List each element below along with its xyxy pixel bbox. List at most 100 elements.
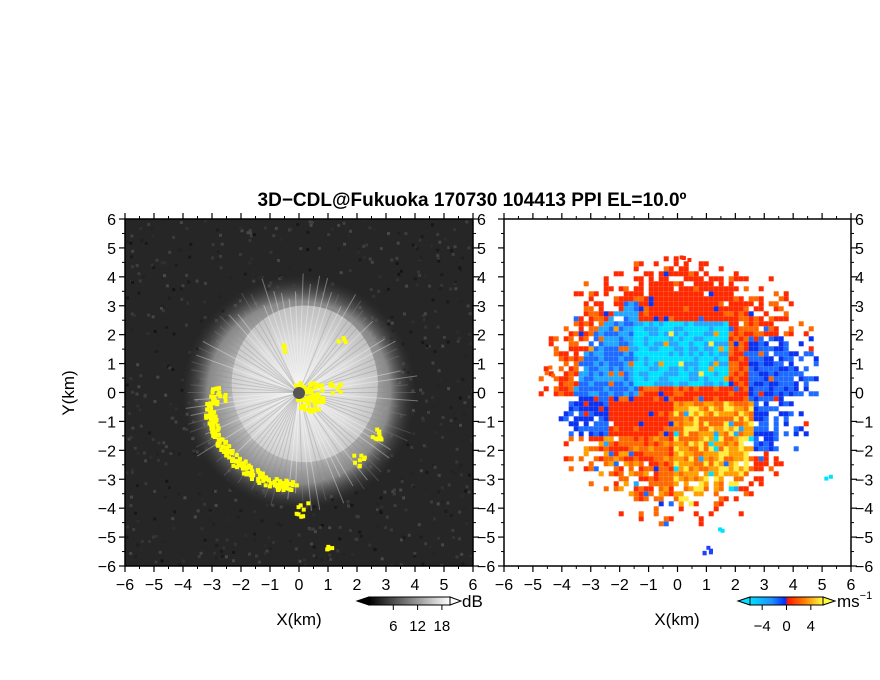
highlight-pixel [294,483,299,488]
y-tick-label: 3 [107,299,116,316]
highlight-pixel [263,475,268,480]
velocity-pixel [698,366,704,372]
velocity-pixel [603,366,609,372]
velocity-pixel [733,351,739,357]
velocity-pixel [693,471,699,477]
velocity-pixel [613,311,619,317]
velocity-pixel [678,341,684,347]
velocity-pixel [583,281,589,287]
velocity-pixel [618,436,624,442]
velocity-pixel [763,381,769,387]
velocity-pixel [753,406,759,412]
noise-pixel [184,323,188,327]
highlight-pixel [377,433,382,438]
velocity-pixel [613,451,619,457]
velocity-pixel [598,326,604,332]
velocity-pixel [578,361,584,367]
velocity-pixel [658,436,664,442]
velocity-pixel [753,331,759,337]
velocity-pixel [633,301,639,307]
velocity-pixel [673,371,679,377]
noise-pixel [447,246,451,250]
highlight-pixel [293,383,298,388]
noise-pixel [418,255,422,259]
velocity-pixel [743,351,749,357]
noise-pixel [358,530,362,534]
velocity-pixel [748,466,754,472]
velocity-pixel [758,421,764,427]
velocity-pixel [588,411,594,417]
velocity-pixel [713,501,719,507]
velocity-pixel [658,481,664,487]
velocity-pixel [748,326,754,332]
noise-pixel [460,552,464,556]
velocity-pixel [593,346,599,352]
highlight-pixel [218,394,223,399]
noise-pixel [404,232,408,236]
velocity-pixel [728,486,734,492]
velocity-pixel [723,396,729,402]
noise-pixel [130,312,134,316]
highlight-pixel [208,417,213,422]
velocity-pixel [698,311,704,317]
velocity-pixel [558,386,564,392]
noise-pixel [251,272,255,276]
velocity-pixel [653,301,659,307]
highlight-pixel [359,453,364,458]
highlight-pixel [211,433,216,438]
highlight-pixel [379,437,384,442]
noise-pixel [143,394,147,398]
noise-pixel [433,465,437,469]
velocity-pixel [628,471,634,477]
velocity-pixel [603,421,609,427]
highlight-pixel [306,388,311,393]
velocity-pixel [663,436,669,442]
velocity-pixel [703,366,709,372]
noise-pixel [265,503,269,507]
velocity-pixel [753,386,759,392]
highlight-pixel [208,404,213,409]
velocity-pixel [578,411,584,417]
velocity-field-layer [538,255,833,556]
noise-pixel [347,504,351,508]
velocity-pixel [643,401,649,407]
noise-pixel [131,471,135,475]
velocity-pixel [618,286,624,292]
velocity-pixel [628,311,634,317]
highlight-pixel [223,445,228,450]
velocity-pixel [723,461,729,467]
noise-pixel [455,460,459,464]
highlight-pixel [296,512,301,517]
velocity-pixel [628,446,634,452]
velocity-pixel [683,421,689,427]
velocity-pixel [688,451,694,457]
velocity-pixel [648,491,654,497]
noise-pixel [432,552,436,556]
velocity-pixel [608,436,614,442]
velocity-pixel [608,341,614,347]
velocity-pixel [718,366,724,372]
beam-ray [298,375,418,393]
velocity-pixel [703,401,709,407]
velocity-pixel [733,336,739,342]
velocity-pixel [698,416,704,422]
velocity-pixel [608,411,614,417]
velocity-pixel [578,426,584,432]
highlight-pixel [217,390,222,395]
velocity-pixel [743,371,749,377]
velocity-pixel [633,441,639,447]
velocity-pixel [713,436,719,442]
velocity-pixel [773,376,779,382]
noise-pixel [308,220,312,224]
velocity-pixel [643,396,649,402]
noise-pixel [402,536,406,540]
velocity-pixel [693,391,699,397]
velocity-pixel [643,316,649,322]
velocity-pixel [653,291,659,297]
velocity-pixel [628,461,634,467]
velocity-pixel [623,386,629,392]
noise-pixel [174,263,178,267]
velocity-pixel [628,331,634,337]
velocity-pixel [668,356,674,362]
velocity-colorbar-left-arrow [736,596,751,606]
